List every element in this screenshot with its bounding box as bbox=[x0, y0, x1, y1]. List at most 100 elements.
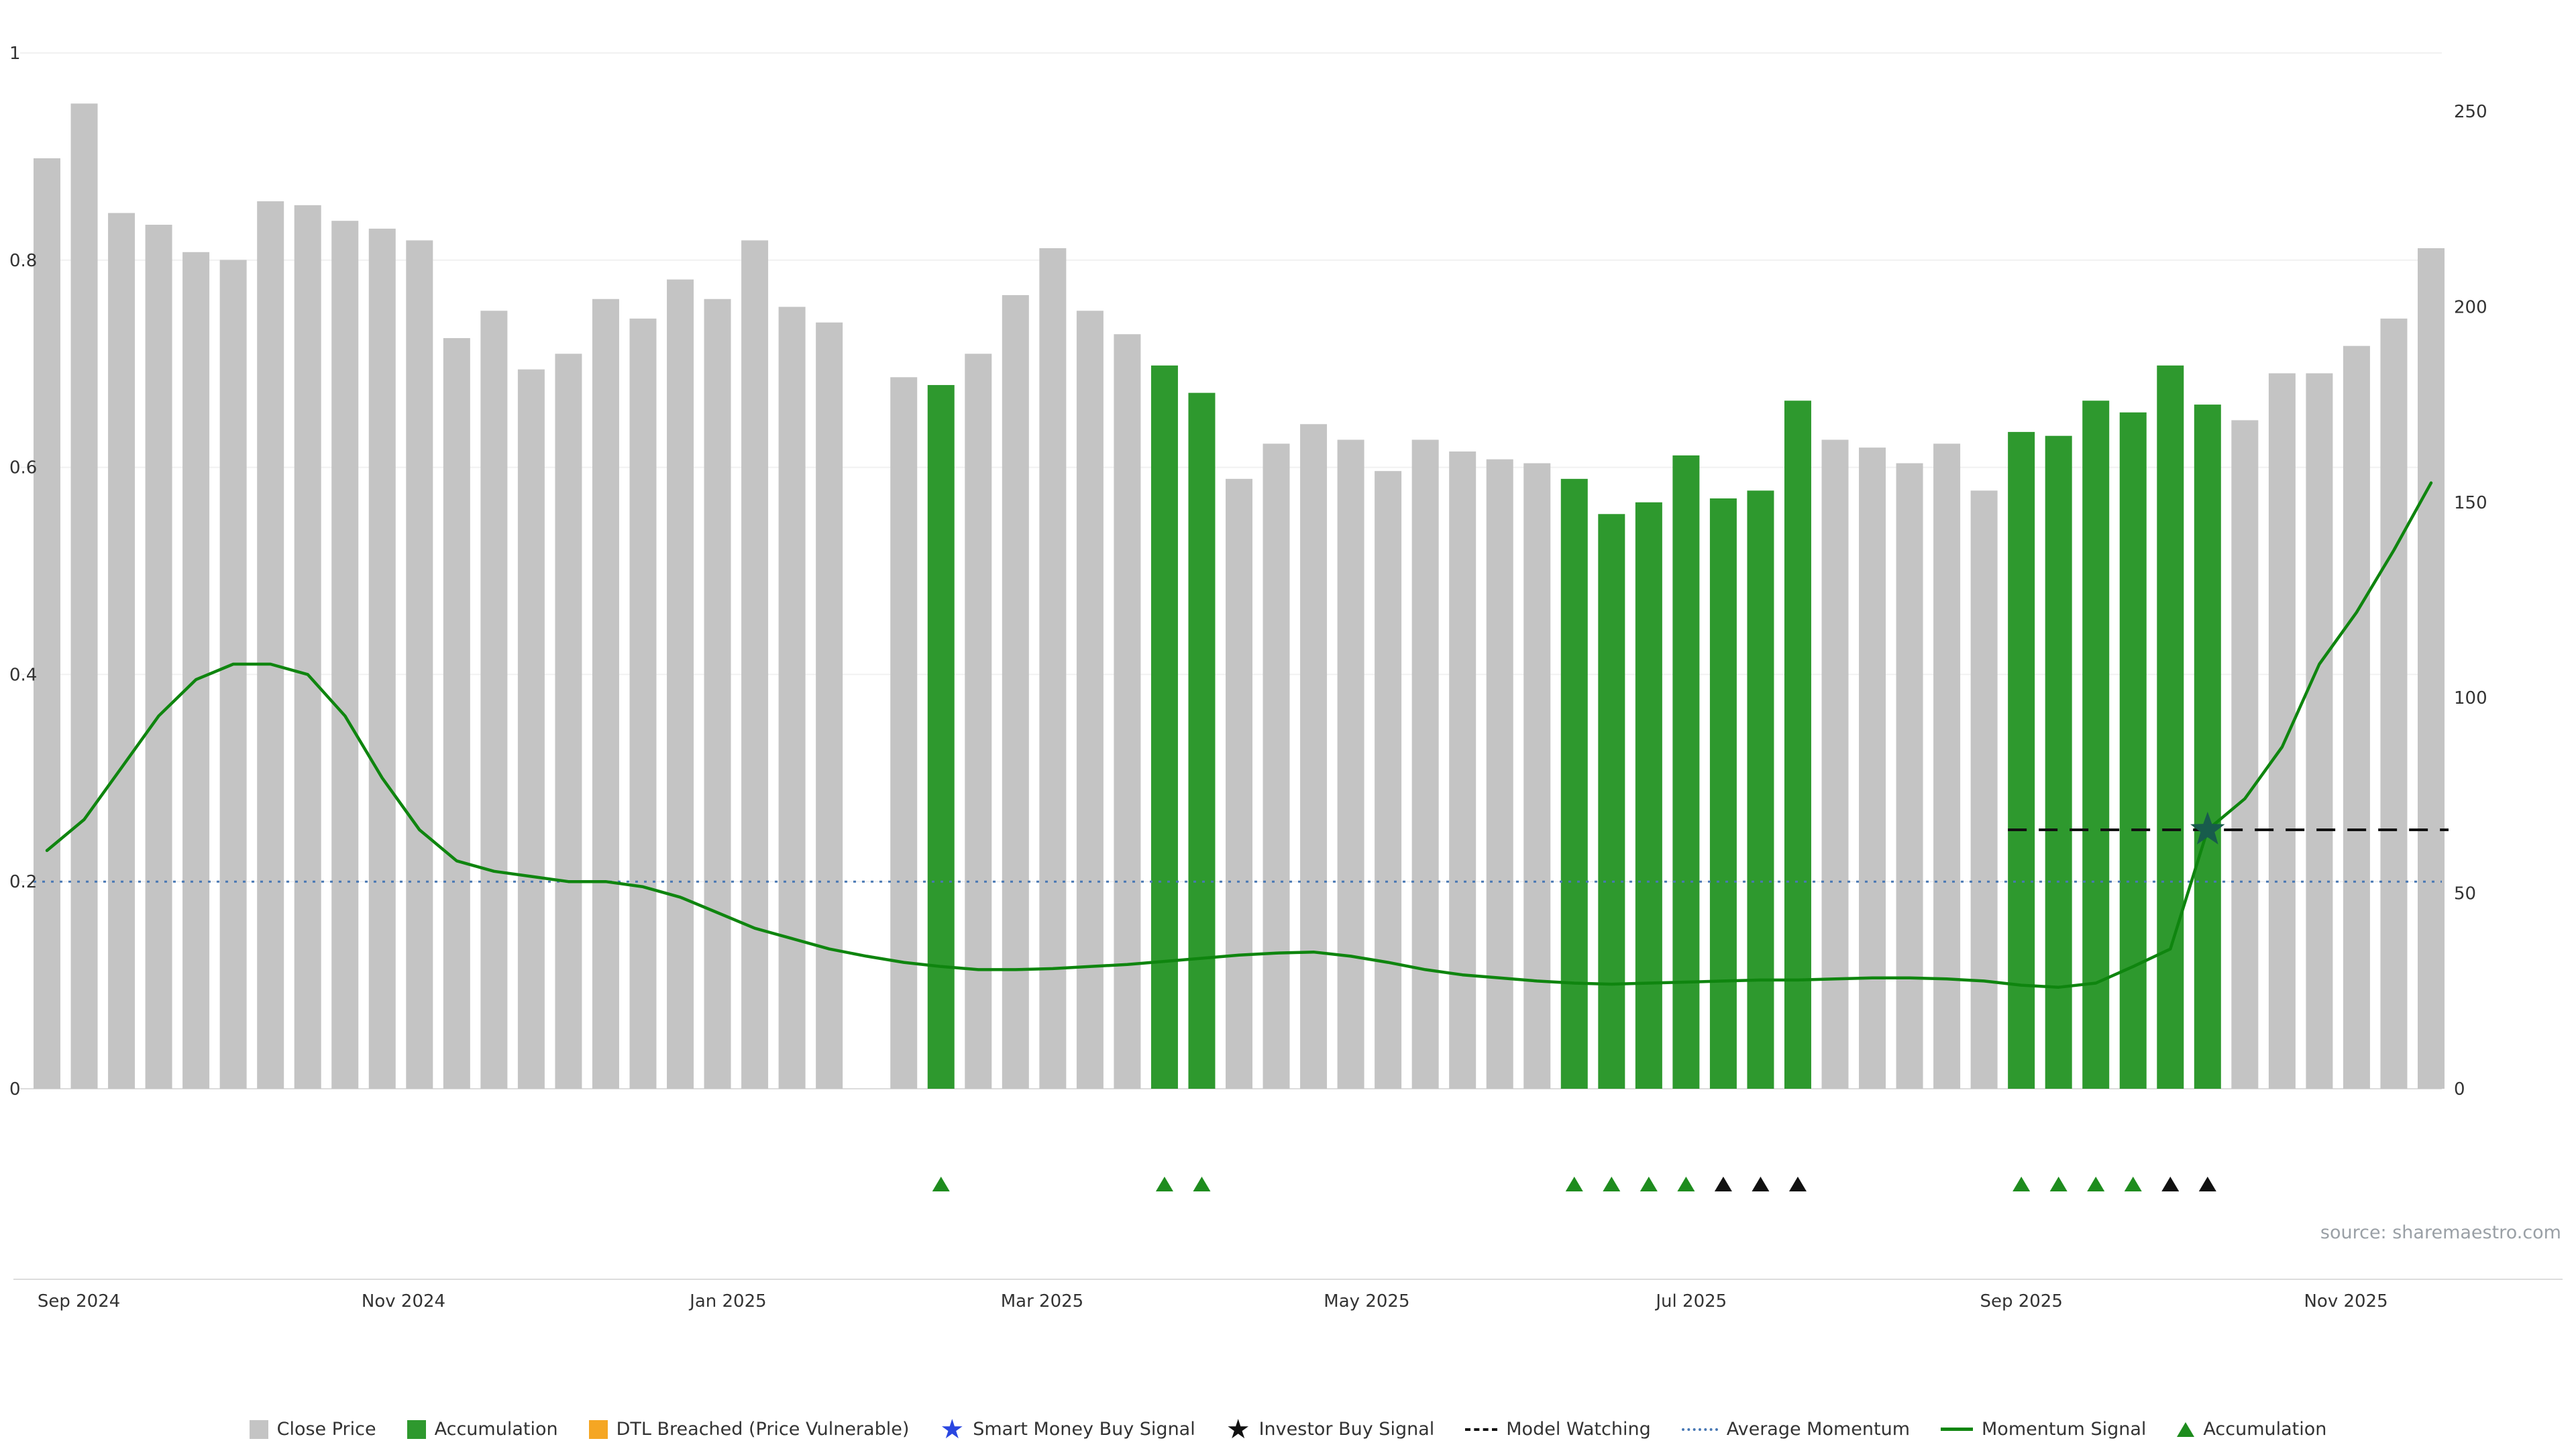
accumulation-bar bbox=[1709, 498, 1737, 1089]
accumulation-bar bbox=[927, 384, 955, 1089]
accumulation-triangle-icon bbox=[932, 1177, 950, 1191]
x-tick-label: Jul 2025 bbox=[1654, 1291, 1727, 1311]
close-price-bar bbox=[965, 354, 992, 1089]
investor-buy-triangle-icon bbox=[1788, 1177, 1807, 1191]
accumulation-bar bbox=[1747, 490, 1774, 1089]
right-axis-tick-label: 250 bbox=[2454, 102, 2487, 122]
close-price-bar bbox=[368, 228, 396, 1089]
close-price-bar bbox=[1263, 443, 1290, 1089]
legend-item-accumulation[interactable]: Accumulation bbox=[2177, 1419, 2326, 1440]
close-price-bar bbox=[778, 307, 806, 1089]
left-axis-tick-label: 1 bbox=[9, 44, 21, 64]
dtl-breached-price-vulnerable-square-icon bbox=[588, 1419, 608, 1439]
legend-item-model-watching[interactable]: Model Watching bbox=[1465, 1419, 1651, 1440]
close-price-bar bbox=[1859, 447, 1886, 1089]
accumulation-triangle-icon bbox=[1193, 1177, 1211, 1191]
accumulation-bar bbox=[2119, 412, 2147, 1089]
accumulation-bar bbox=[2157, 365, 2184, 1089]
investor-buy-triangle-icon bbox=[1752, 1177, 1770, 1191]
x-tick-label: Jan 2025 bbox=[688, 1291, 767, 1311]
smart-money-buy-signal-star-icon: ★ bbox=[940, 1413, 965, 1445]
chart-legend: Close Price Accumulation DTL Breached (Pri… bbox=[0, 1413, 2576, 1445]
close-price-bar bbox=[331, 221, 359, 1089]
close-price-bar bbox=[2380, 318, 2408, 1089]
accumulation-bar bbox=[2082, 400, 2110, 1089]
legend-item-close-price[interactable]: Close Price bbox=[249, 1419, 376, 1440]
close-price-square-icon bbox=[249, 1419, 268, 1439]
left-axis-tick-label: 0.8 bbox=[9, 251, 37, 271]
accumulation-triangle-icon bbox=[1640, 1177, 1658, 1191]
close-price-bar bbox=[1002, 294, 1029, 1089]
average-momentum-dotted-icon bbox=[1681, 1428, 1718, 1431]
close-price-bar bbox=[816, 322, 843, 1089]
close-price-bar bbox=[1300, 424, 1328, 1089]
legend-item-dtl-breached-price-vulnerable[interactable]: DTL Breached (Price Vulnerable) bbox=[588, 1419, 909, 1440]
accumulation-triangle-icon bbox=[2049, 1177, 2068, 1191]
legend-item-momentum-signal[interactable]: Momentum Signal bbox=[1941, 1419, 2146, 1440]
left-axis-tick-label: 0.2 bbox=[9, 872, 37, 892]
close-price-bar bbox=[1970, 490, 1998, 1089]
accumulation-bar bbox=[1672, 455, 1700, 1089]
investor-buy-triangle-icon bbox=[1714, 1177, 1732, 1191]
close-price-bar bbox=[1114, 334, 1141, 1089]
legend-label: Momentum Signal bbox=[1982, 1419, 2147, 1440]
close-price-bar bbox=[1933, 443, 1961, 1089]
close-price-bar bbox=[257, 201, 284, 1089]
legend-label: Model Watching bbox=[1506, 1419, 1651, 1440]
right-axis-tick-label: 0 bbox=[2454, 1079, 2465, 1099]
x-tick-label: Nov 2024 bbox=[362, 1291, 445, 1311]
x-tick-label: Nov 2025 bbox=[2304, 1291, 2387, 1311]
investor-buy-signal-star-icon: ★ bbox=[1226, 1413, 1250, 1445]
source-credit: source: sharemaestro.com bbox=[2320, 1222, 2561, 1243]
buy-signal-star-icon bbox=[2190, 812, 2225, 845]
close-price-bar bbox=[2418, 248, 2445, 1089]
close-price-bar bbox=[890, 377, 918, 1089]
accumulation-bar bbox=[1784, 400, 1811, 1089]
momentum-signal-line-icon bbox=[1941, 1428, 1974, 1431]
close-price-bar bbox=[1523, 463, 1551, 1089]
legend-item-average-momentum[interactable]: Average Momentum bbox=[1681, 1419, 1911, 1440]
right-axis-tick-label: 200 bbox=[2454, 297, 2487, 317]
legend-label: Smart Money Buy Signal bbox=[973, 1419, 1195, 1440]
accumulation-triangle-icon bbox=[2087, 1177, 2105, 1191]
close-price-bar bbox=[2268, 373, 2296, 1089]
close-price-bar bbox=[2343, 345, 2370, 1089]
close-price-bar bbox=[741, 240, 769, 1089]
accumulation-triangle-icon bbox=[1603, 1177, 1621, 1191]
close-price-bar bbox=[1449, 451, 1477, 1089]
legend-label: Accumulation bbox=[434, 1419, 558, 1440]
close-price-bar bbox=[70, 103, 98, 1089]
accumulation-triangle-icon bbox=[1565, 1177, 1583, 1191]
close-price-bar bbox=[1076, 311, 1104, 1089]
legend-item-accumulation[interactable]: Accumulation bbox=[407, 1419, 558, 1440]
close-price-bar bbox=[704, 299, 731, 1089]
left-axis-tick-label: 0.6 bbox=[9, 458, 37, 478]
close-price-bar bbox=[667, 279, 694, 1089]
close-price-bar bbox=[1486, 459, 1513, 1089]
legend-item-smart-money-buy-signal[interactable]: ★ Smart Money Buy Signal bbox=[940, 1413, 1195, 1445]
left-axis-tick-label: 0.4 bbox=[9, 665, 37, 685]
accumulation-bar bbox=[1598, 514, 1625, 1089]
investor-buy-triangle-icon bbox=[2198, 1177, 2216, 1191]
close-price-bar bbox=[629, 318, 657, 1089]
legend-label: Accumulation bbox=[2203, 1419, 2327, 1440]
accumulation-bar bbox=[2008, 431, 2035, 1089]
x-tick-label: Sep 2025 bbox=[1980, 1291, 2062, 1311]
close-price-bar bbox=[1375, 471, 1402, 1089]
close-price-bar bbox=[108, 213, 136, 1089]
legend-item-investor-buy-signal[interactable]: ★ Investor Buy Signal bbox=[1226, 1413, 1435, 1445]
legend-label: Average Momentum bbox=[1726, 1419, 1911, 1440]
right-axis-tick-label: 150 bbox=[2454, 493, 2487, 513]
close-price-bar bbox=[555, 354, 582, 1089]
accumulation-square-icon bbox=[407, 1419, 426, 1439]
close-price-bar bbox=[443, 338, 470, 1089]
close-price-bar bbox=[1896, 463, 1923, 1089]
accumulation-triangle-icon bbox=[2177, 1421, 2195, 1437]
x-tick-label: Sep 2024 bbox=[38, 1291, 120, 1311]
close-price-bar bbox=[480, 311, 508, 1089]
close-price-bar bbox=[2306, 373, 2333, 1089]
close-price-bar bbox=[1411, 439, 1439, 1089]
close-price-bar bbox=[34, 158, 60, 1089]
